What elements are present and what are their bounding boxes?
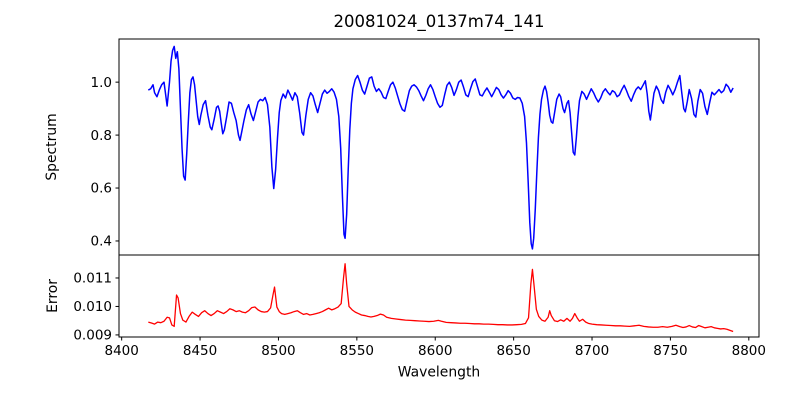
y-axis-label-error: Error <box>45 279 61 313</box>
x-tick-label: 8650 <box>496 343 530 359</box>
y-tick-label: 0.4 <box>91 234 112 250</box>
y-tick-label: 0.6 <box>91 181 112 197</box>
x-tick-label: 8400 <box>104 343 138 359</box>
x-tick-label: 8500 <box>261 343 295 359</box>
x-tick-label: 8750 <box>653 343 687 359</box>
chart-title: 20081024_0137m74_141 <box>333 12 544 32</box>
x-tick-label: 8450 <box>183 343 217 359</box>
y-tick-label: 0.011 <box>73 271 112 287</box>
x-tick-label: 8800 <box>732 343 766 359</box>
y-tick-label: 0.009 <box>73 328 112 344</box>
plot-render-layer: 0.4 0.6 0.8 1.0 0.009 0.010 0.011 8400 8450 8500 8… <box>73 38 766 359</box>
x-tick-label: 8600 <box>418 343 452 359</box>
spectrum-panel-border <box>118 38 760 256</box>
error-line <box>148 263 734 333</box>
spectrum-line <box>147 45 734 250</box>
y-axis-label-spectrum: Spectrum <box>44 113 60 180</box>
x-tick-label: 8700 <box>575 343 609 359</box>
x-tick-label: 8550 <box>340 343 374 359</box>
y-tick-label: 1.0 <box>91 75 112 91</box>
y-tick-label: 0.8 <box>91 128 112 144</box>
error-panel-border <box>118 254 760 338</box>
y-tick-label: 0.010 <box>73 299 112 315</box>
x-axis-label: Wavelength <box>398 365 480 381</box>
